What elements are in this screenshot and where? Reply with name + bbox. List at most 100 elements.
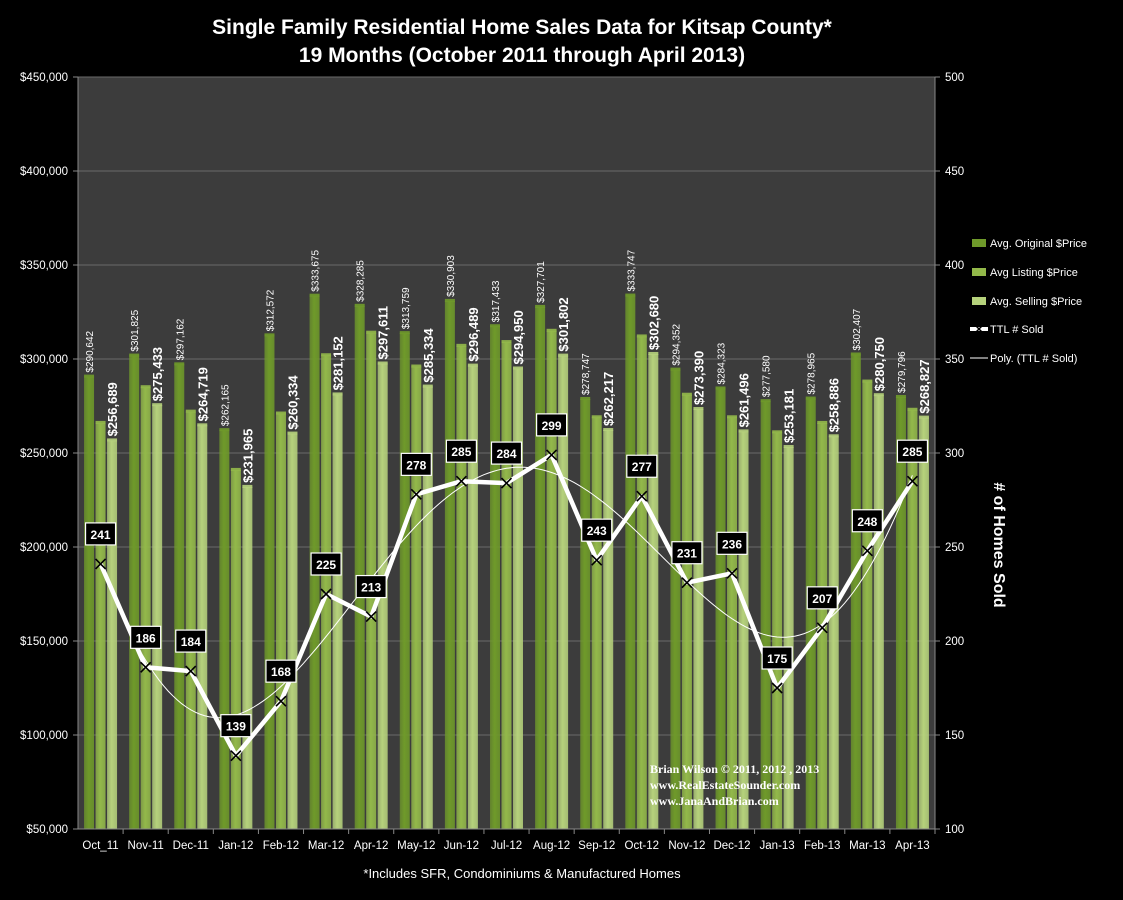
sold-label-box <box>536 413 568 437</box>
bar-cap <box>230 467 241 471</box>
bar-cap <box>287 431 298 435</box>
bar <box>444 300 455 830</box>
bar <box>738 431 749 829</box>
bar-cap <box>907 407 918 411</box>
legend-label: Poly. (TTL # Sold) <box>990 353 1077 365</box>
legend-label: TTL # Sold <box>990 324 1043 336</box>
sold-markers <box>94 449 919 762</box>
sold-marker <box>500 477 513 489</box>
original-price-label: $284,323 <box>717 342 728 384</box>
bar-cap <box>760 399 771 403</box>
bar-cap <box>95 420 106 424</box>
bar-cap <box>185 409 196 413</box>
bar-cap <box>513 366 523 370</box>
original-price-label: $302,407 <box>852 308 863 350</box>
sold-label: 213 <box>361 581 381 595</box>
sold-label-box <box>310 552 342 576</box>
sold-label: 278 <box>406 458 426 472</box>
bar <box>580 398 591 829</box>
bar-cap <box>783 445 794 449</box>
bar-cap <box>715 386 726 390</box>
x-tick-label: Jan-12 <box>218 840 253 852</box>
x-axis-ticks: Oct_11 Nov-11 Dec-11 Jan-12 Feb-12 Mar-12 Apr-… <box>82 829 936 852</box>
sold-marker <box>140 661 152 673</box>
legend-swatch <box>972 239 986 247</box>
original-price-label: $330,903 <box>446 255 457 297</box>
bar-cap <box>738 429 749 433</box>
sold-label-box <box>130 625 162 649</box>
legend-marker <box>975 325 983 333</box>
chart-title: Single Family Residential Home Sales Dat… <box>212 16 832 39</box>
bar-cap <box>321 353 332 357</box>
right-axis-label: # of Homes Sold <box>990 482 1007 607</box>
sold-marker <box>591 554 603 566</box>
bar <box>501 342 512 829</box>
bar <box>783 447 794 829</box>
bar <box>219 430 230 829</box>
bar <box>422 386 433 829</box>
bar-cap <box>895 394 906 398</box>
bar-cap <box>828 434 839 438</box>
bar-cap <box>648 351 659 355</box>
sold-label-box <box>84 522 117 546</box>
sold-label-box <box>671 541 703 565</box>
sold-label: 243 <box>587 524 607 538</box>
sold-label-box <box>175 629 207 653</box>
left-tick-label: $250,000 <box>20 448 68 460</box>
bar <box>862 381 873 829</box>
bar-cap <box>242 484 253 488</box>
bar-cap <box>399 331 410 335</box>
left-tick-label: $150,000 <box>20 636 68 648</box>
bar <box>332 394 343 829</box>
sold-label-box <box>581 518 613 542</box>
sold-label-box <box>400 452 432 476</box>
original-price-label: $301,825 <box>130 309 141 351</box>
bar <box>850 354 861 829</box>
bar <box>681 394 692 829</box>
bar-cap <box>546 328 557 332</box>
sold-label-box <box>626 454 658 478</box>
bar <box>264 335 275 829</box>
original-price-label: $278,747 <box>581 353 592 395</box>
sold-label-box <box>851 509 883 533</box>
sold-marker <box>771 682 783 694</box>
selling-price-label: $281,152 <box>331 336 346 390</box>
bar-cap <box>727 415 738 419</box>
bar-cap <box>309 293 320 297</box>
bar-cap <box>377 361 388 365</box>
selling-price-label: $264,719 <box>195 367 210 421</box>
bar <box>670 369 681 829</box>
original-price-label: $312,572 <box>265 289 276 331</box>
x-tick-label: Dec-12 <box>713 840 750 852</box>
bar-cap <box>107 438 118 442</box>
right-tick-label: 300 <box>945 448 964 460</box>
sold-marker <box>816 622 828 634</box>
right-tick-label: 150 <box>945 730 964 742</box>
bar-cap <box>140 385 151 389</box>
sold-label: 236 <box>722 537 742 551</box>
original-price-label: $277,580 <box>762 355 773 397</box>
bar-cap <box>422 384 433 388</box>
legend-swatch <box>972 268 986 276</box>
sold-label-box <box>761 646 793 670</box>
bar-cap <box>490 324 500 328</box>
bar <box>648 353 659 829</box>
bar <box>456 345 467 829</box>
bar-cap <box>670 367 681 371</box>
bar-labels: $290,642 $301,825 $297,162 $262,165 $312,572… <box>85 249 932 482</box>
x-tick-label: May-12 <box>397 840 435 852</box>
sold-marker <box>94 558 107 570</box>
bar <box>918 417 929 829</box>
bar-cap <box>129 353 140 357</box>
bar <box>140 387 151 829</box>
bar <box>907 409 918 829</box>
sold-label-box <box>355 574 387 599</box>
credit-line-1: Brian Wilson © 2011, 2012 , 2013 <box>650 762 819 776</box>
bar <box>399 333 410 829</box>
right-tick-label: 200 <box>945 636 964 648</box>
bar <box>693 409 704 829</box>
bar <box>185 411 196 829</box>
left-tick-label: $350,000 <box>20 260 68 272</box>
sold-label: 207 <box>812 592 832 606</box>
